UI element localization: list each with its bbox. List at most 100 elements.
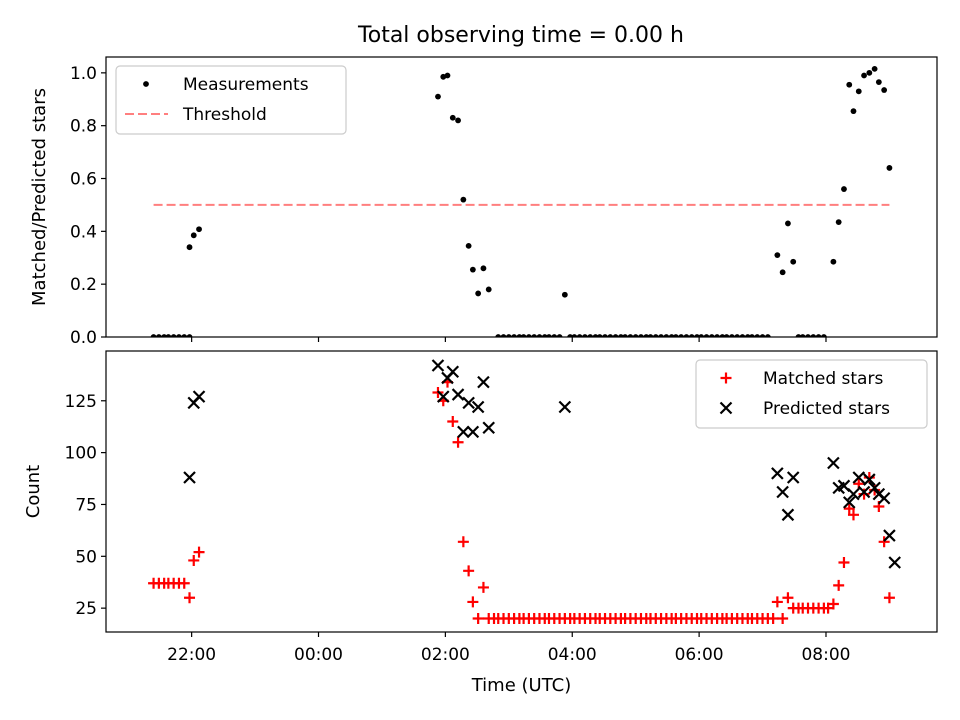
measurement-point — [505, 334, 512, 337]
measurement-point — [790, 258, 797, 265]
measurement-point — [196, 226, 202, 233]
y-tick-label: 0.2 — [70, 275, 97, 295]
legend-box — [115, 65, 347, 135]
predicted-star-point — [471, 400, 485, 414]
matched-star-point — [447, 416, 459, 428]
measurement-point — [866, 69, 873, 76]
matched-star-point — [878, 536, 890, 548]
matched-star-point — [184, 592, 196, 604]
measurement-point — [511, 334, 517, 337]
measurement-point — [714, 334, 720, 337]
matched-star-point — [863, 472, 875, 484]
measurement-point — [170, 334, 177, 337]
x-tick-label: 04:00 — [548, 645, 597, 665]
legend: Measurements Threshold — [115, 65, 347, 135]
matched-star-point — [827, 598, 839, 610]
measurement-point — [846, 81, 853, 88]
measurement-point — [841, 186, 847, 192]
measurement-point — [886, 165, 893, 171]
star-count-panel: 25 50 75 100 125 22:00 00:00 02:00 04:00 06:00 08:… — [23, 350, 938, 696]
y-tick-label: 0.8 — [70, 117, 97, 137]
matched-star-point — [833, 579, 845, 591]
measurement-point — [520, 334, 527, 337]
y-tick-label: 0.0 — [70, 328, 97, 348]
measurement-point — [652, 334, 659, 337]
matched-star-point — [193, 546, 205, 558]
measurement-point — [764, 334, 771, 337]
matched-star-point — [188, 554, 200, 566]
measurement-point — [455, 117, 461, 124]
legend-label: Predicted stars — [763, 399, 890, 419]
measurement-point — [820, 334, 827, 337]
measurement-point — [728, 334, 735, 337]
matched-star-point — [467, 596, 479, 608]
x-tick-label: 00:00 — [294, 645, 343, 665]
legend: Matched stars Predicted stars — [695, 359, 928, 429]
x-axis-label: Time (UTC) — [471, 675, 572, 696]
measurement-point — [658, 334, 664, 337]
y-tick-label: 75 — [75, 495, 97, 515]
measurement-point — [875, 79, 882, 85]
predicted-star-point — [482, 421, 496, 435]
measurement-point — [551, 334, 558, 337]
legend-dot-icon — [143, 81, 149, 87]
predicted-star-point — [446, 365, 460, 379]
measurement-point — [165, 334, 172, 337]
measurement-point — [678, 334, 685, 337]
plot-area — [150, 65, 893, 337]
y-tick-label: 100 — [65, 444, 97, 464]
plot-area — [148, 359, 901, 625]
measurement-point — [602, 334, 608, 337]
measurement-point — [632, 334, 639, 337]
measurement-point — [612, 334, 619, 337]
matched-star-point — [777, 613, 789, 625]
measurement-point — [596, 334, 603, 337]
measurement-point — [556, 334, 563, 337]
measurement-point — [805, 334, 811, 337]
matched-star-point — [178, 577, 190, 589]
matched-star-point — [883, 592, 895, 604]
measurement-point — [576, 334, 583, 337]
measurement-point — [810, 334, 817, 337]
matched-star-point — [457, 536, 469, 548]
legend-label: Threshold — [182, 105, 267, 125]
measurement-point — [850, 108, 857, 115]
measurement-point — [186, 244, 193, 251]
measurement-point — [830, 258, 837, 265]
measurement-point — [739, 334, 746, 337]
measurement-point — [754, 334, 761, 337]
x-tick-label: 08:00 — [801, 645, 850, 665]
measurement-point — [607, 334, 614, 337]
predicted-star-point — [781, 508, 795, 522]
measurement-point — [546, 334, 552, 337]
measurement-point — [734, 334, 741, 337]
predicted-star-point — [847, 487, 860, 501]
predicted-star-point — [857, 485, 871, 499]
predicted-star-point — [852, 471, 866, 484]
predicted-star-point — [868, 481, 881, 495]
measurement-point — [708, 334, 715, 337]
measurement-point — [647, 334, 654, 337]
predicted-star-point — [477, 375, 490, 389]
matched-star-point — [477, 581, 489, 593]
measurement-point — [181, 334, 188, 337]
matched-star-point — [843, 503, 855, 515]
predicted-star-point — [863, 473, 876, 486]
measurement-point — [759, 334, 766, 337]
measurement-point — [683, 334, 690, 337]
predicted-star-point — [827, 456, 840, 470]
measurement-point — [190, 232, 197, 239]
y-tick-label: 0.4 — [70, 222, 97, 242]
measurement-point — [186, 334, 193, 337]
measurement-point — [688, 334, 695, 337]
matched-ratio-panel: 0.0 0.2 0.4 0.6 0.8 1.0 Matched/Predicted star… — [29, 56, 938, 348]
legend-label: Matched stars — [763, 369, 883, 389]
matched-star-point — [767, 613, 779, 625]
matched-star-point — [771, 596, 783, 608]
measurement-point — [495, 334, 502, 337]
legend-box — [695, 359, 928, 429]
measurement-point — [449, 114, 456, 121]
measurement-point — [571, 334, 578, 337]
predicted-star-point — [888, 556, 901, 569]
measurement-point — [460, 196, 467, 203]
